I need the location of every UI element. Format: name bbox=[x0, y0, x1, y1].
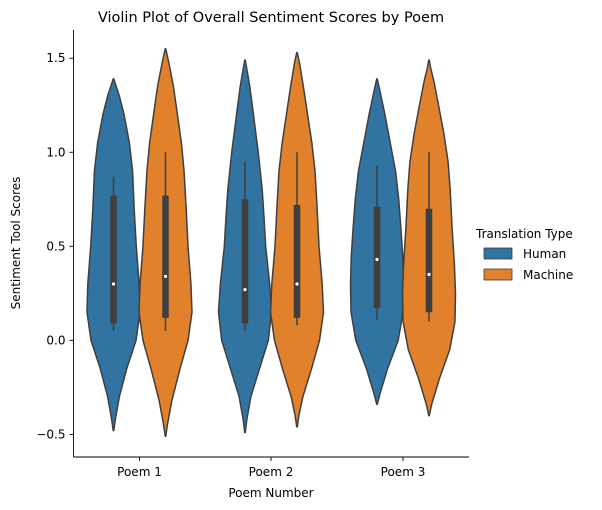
legend: Translation Type Human Machine bbox=[475, 227, 573, 282]
x-axis-label: Poem Number bbox=[228, 486, 313, 500]
y-tick-label: 0.5 bbox=[46, 239, 65, 253]
legend-label-machine: Machine bbox=[523, 268, 573, 282]
y-tick-label: 0.0 bbox=[46, 333, 65, 347]
median-marker bbox=[163, 274, 168, 279]
chart-title: Violin Plot of Overall Sentiment Scores … bbox=[98, 10, 444, 26]
iqr-box bbox=[293, 204, 301, 318]
y-tick-label: 1.0 bbox=[46, 145, 65, 159]
legend-title: Translation Type bbox=[475, 227, 573, 241]
legend-swatch-machine bbox=[483, 268, 513, 281]
median-marker bbox=[111, 282, 116, 286]
x-tick-label: Poem 1 bbox=[117, 465, 162, 479]
iqr-box bbox=[162, 195, 169, 318]
iqr-box bbox=[110, 195, 117, 324]
median-marker bbox=[295, 282, 299, 286]
violins-layer bbox=[86, 48, 457, 438]
iqr-box bbox=[373, 206, 381, 309]
y-tick-label: −0.5 bbox=[36, 427, 65, 441]
y-tick-label: 1.5 bbox=[46, 51, 65, 65]
y-ticks: −0.5 0.0 0.5 1.0 1.5 bbox=[36, 51, 74, 441]
median-marker bbox=[375, 257, 379, 262]
median-marker bbox=[427, 272, 431, 277]
inner-boxes-layer bbox=[110, 152, 433, 331]
x-tick-label: Poem 3 bbox=[381, 465, 426, 479]
x-ticks: Poem 1 Poem 2 Poem 3 bbox=[117, 457, 425, 479]
legend-label-human: Human bbox=[523, 247, 566, 261]
median-marker bbox=[243, 287, 247, 292]
iqr-box bbox=[425, 208, 433, 313]
legend-swatch-human bbox=[483, 247, 513, 260]
x-tick-label: Poem 2 bbox=[249, 465, 294, 479]
y-axis-label: Sentiment Tool Scores bbox=[9, 177, 23, 310]
iqr-box bbox=[241, 199, 249, 324]
